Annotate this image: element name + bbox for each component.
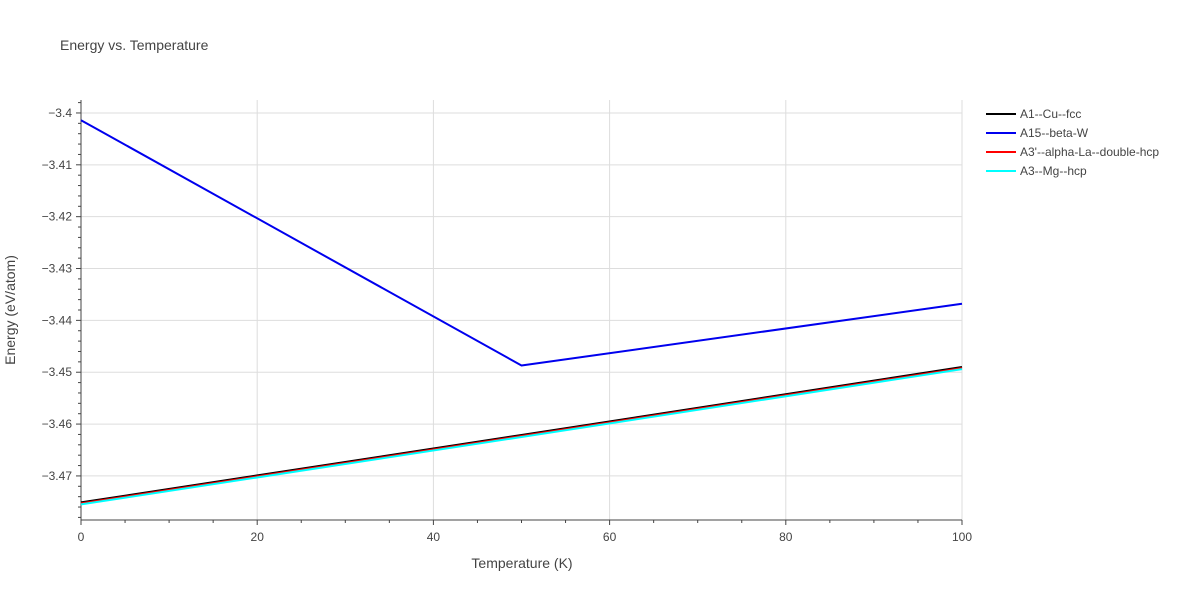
- x-tick-label: 80: [779, 530, 793, 544]
- legend-label[interactable]: A15--beta-W: [1020, 126, 1089, 140]
- legend-label[interactable]: A3'--alpha-La--double-hcp: [1020, 145, 1159, 159]
- axes: [76, 100, 963, 525]
- x-tick-label: 20: [251, 530, 265, 544]
- y-tick-label: −3.43: [42, 262, 73, 276]
- x-tick-label: 60: [603, 530, 617, 544]
- x-axis-title: Temperature (K): [471, 555, 572, 571]
- y-tick-label: −3.41: [42, 158, 73, 172]
- x-tick-label: 40: [427, 530, 441, 544]
- legend-label[interactable]: A1--Cu--fcc: [1020, 107, 1081, 121]
- y-tick-label: −3.47: [42, 469, 73, 483]
- legend-label[interactable]: A3--Mg--hcp: [1020, 164, 1087, 178]
- y-tick-label: −3.46: [42, 417, 73, 431]
- chart-title: Energy vs. Temperature: [60, 37, 209, 53]
- series-line-3: [80, 367, 963, 505]
- grid-lines: [81, 100, 963, 520]
- tick-labels: 0 20 40 60 80 100 −3.47 −3.46 −3.45 −3.44 −3.43 −3.…: [42, 106, 973, 544]
- y-axis-title: Energy (eV/atom): [2, 255, 18, 365]
- y-tick-label: −3.4: [48, 106, 72, 120]
- legend: A1--Cu--fcc A15--beta-W A3'--alpha-La--dou…: [986, 107, 1159, 178]
- y-tick-label: −3.44: [42, 313, 73, 327]
- y-tick-label: −3.42: [42, 210, 73, 224]
- y-tick-label: −3.45: [42, 365, 73, 379]
- series-line-2: [80, 119, 963, 367]
- series-lines: [80, 119, 963, 506]
- series-line-4: [80, 368, 963, 506]
- series-line-1: [80, 366, 963, 504]
- x-tick-label: 100: [952, 530, 972, 544]
- x-tick-label: 0: [78, 530, 85, 544]
